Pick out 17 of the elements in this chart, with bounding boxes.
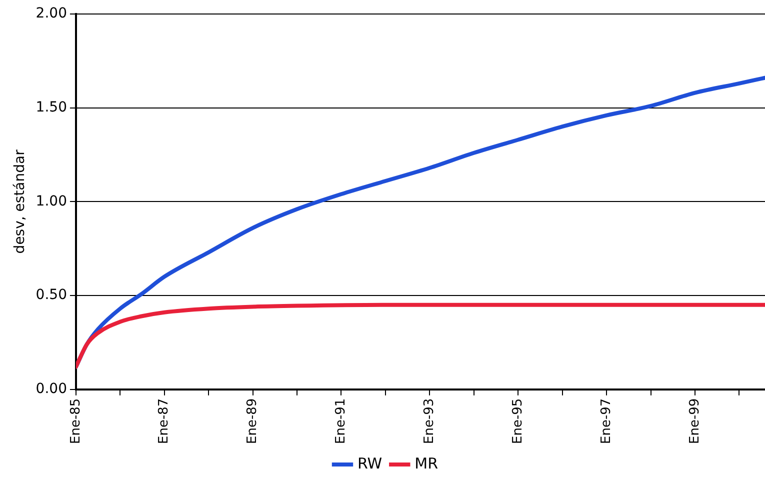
legend-label: MR: [414, 454, 438, 472]
x-tick-label: Ene-91: [334, 398, 349, 444]
y-tick-label: 1.50: [36, 99, 67, 116]
y-tick-label: 0.00: [36, 380, 67, 397]
legend-label: RW: [357, 454, 382, 472]
x-tick-label: Ene-85: [68, 398, 84, 444]
x-tick-label: Ene-87: [156, 398, 172, 444]
y-tick-label: 1.00: [36, 193, 67, 210]
x-tick-label: Ene-97: [599, 398, 614, 444]
line-series: [76, 302, 765, 369]
y-tick-label: 2.00: [36, 6, 67, 22]
y-axis-title: desv, estándar: [12, 149, 28, 254]
x-tick-label: Ene-99: [687, 398, 702, 444]
x-tick-label: Ene-89: [245, 398, 260, 444]
x-tick-label: Ene-95: [510, 398, 526, 444]
y-tick-label: 0.50: [36, 287, 67, 304]
x-tick-label: Ene-93: [422, 398, 438, 444]
